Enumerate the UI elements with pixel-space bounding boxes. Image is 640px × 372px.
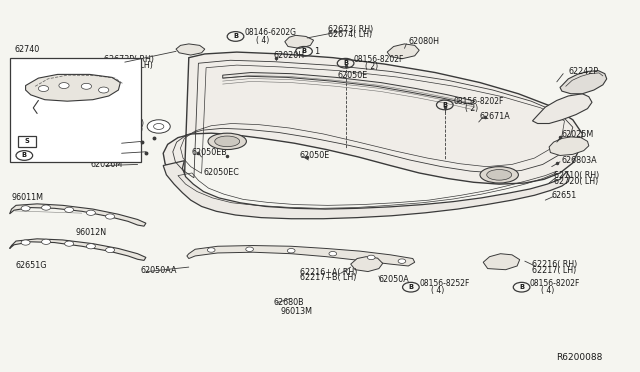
Ellipse shape [208, 133, 246, 150]
Text: 08340-5252A: 08340-5252A [37, 137, 91, 146]
Circle shape [86, 244, 95, 249]
Circle shape [42, 239, 51, 244]
Circle shape [21, 240, 30, 245]
Ellipse shape [480, 167, 518, 183]
Text: 62050AA: 62050AA [141, 266, 177, 275]
Circle shape [38, 86, 49, 92]
Circle shape [65, 241, 74, 246]
Circle shape [287, 248, 295, 253]
Polygon shape [187, 246, 415, 266]
Circle shape [246, 247, 253, 251]
FancyBboxPatch shape [18, 136, 36, 147]
Text: 96012N: 96012N [76, 228, 107, 237]
Text: 62216+A( RH): 62216+A( RH) [300, 268, 357, 277]
Circle shape [59, 83, 69, 89]
Text: 08146-6202G: 08146-6202G [244, 28, 296, 37]
Text: 62740: 62740 [14, 45, 39, 54]
Text: 62050E: 62050E [300, 151, 330, 160]
Text: 62050E: 62050E [338, 71, 368, 80]
Text: 62080H: 62080H [408, 37, 439, 46]
Text: 62710( RH): 62710( RH) [554, 171, 599, 180]
Polygon shape [483, 254, 520, 270]
Ellipse shape [487, 170, 512, 180]
Text: 62035( LH): 62035( LH) [99, 125, 143, 134]
Text: B: B [22, 153, 27, 158]
Text: B: B [343, 60, 348, 66]
Text: 62674( LH): 62674( LH) [328, 30, 372, 39]
Text: 62217( LH): 62217( LH) [532, 266, 577, 275]
Text: 62050EC: 62050EC [204, 169, 239, 177]
Text: 1: 1 [314, 47, 319, 56]
Circle shape [86, 210, 95, 215]
Polygon shape [10, 204, 146, 226]
Text: B: B [442, 102, 447, 108]
Text: 62651: 62651 [552, 191, 577, 200]
Text: 62674P( LH): 62674P( LH) [104, 61, 152, 70]
Circle shape [21, 206, 30, 211]
Text: 08156-8252F: 08156-8252F [419, 279, 470, 288]
Text: 62651G: 62651G [16, 262, 47, 270]
Circle shape [65, 207, 74, 212]
Text: ( 2): ( 2) [465, 104, 478, 113]
Polygon shape [10, 239, 146, 260]
Text: 62050EB: 62050EB [192, 148, 228, 157]
Text: 08156-8202F: 08156-8202F [530, 279, 580, 288]
Text: R6200088: R6200088 [557, 353, 603, 362]
Polygon shape [560, 71, 607, 94]
Text: 08156-8202F: 08156-8202F [453, 97, 504, 106]
Circle shape [106, 247, 115, 253]
Text: 62673P( RH): 62673P( RH) [104, 55, 154, 64]
Circle shape [367, 255, 375, 260]
Text: 62025M: 62025M [562, 130, 594, 139]
Text: 62034( RH): 62034( RH) [99, 119, 145, 128]
Text: 62216( RH): 62216( RH) [532, 260, 578, 269]
Text: 62050A: 62050A [379, 275, 410, 284]
Text: ( 4): ( 4) [541, 286, 555, 295]
Text: S: S [24, 138, 29, 144]
Text: 62020H: 62020H [274, 51, 305, 60]
Circle shape [154, 124, 164, 129]
Text: ( 2): ( 2) [365, 62, 378, 71]
Circle shape [398, 259, 406, 263]
Text: 62680B: 62680B [274, 298, 305, 307]
Circle shape [81, 83, 92, 89]
Circle shape [42, 205, 51, 210]
Text: 62050A: 62050A [99, 138, 130, 147]
Polygon shape [351, 257, 383, 272]
Circle shape [207, 248, 215, 252]
Text: 62242P: 62242P [568, 67, 598, 76]
Text: B: B [233, 33, 238, 39]
Text: ( 4): ( 4) [431, 286, 444, 295]
Ellipse shape [215, 136, 239, 147]
Polygon shape [387, 44, 419, 59]
Polygon shape [549, 137, 589, 155]
Text: 62026M: 62026M [91, 160, 123, 169]
Polygon shape [163, 161, 570, 219]
Polygon shape [223, 73, 475, 104]
Text: 626803A: 626803A [562, 156, 598, 165]
Text: B: B [301, 48, 307, 54]
Text: 62680B: 62680B [99, 148, 130, 157]
Polygon shape [176, 44, 205, 55]
Circle shape [99, 87, 109, 93]
Text: 62217+B( LH): 62217+B( LH) [300, 273, 356, 282]
Polygon shape [285, 35, 314, 48]
Text: 62720( LH): 62720( LH) [554, 177, 598, 186]
Polygon shape [163, 52, 582, 184]
Text: 62671A: 62671A [480, 112, 511, 121]
Circle shape [147, 120, 170, 133]
Text: 08156-8202F: 08156-8202F [353, 55, 404, 64]
Text: ( 2): ( 2) [48, 142, 61, 151]
FancyBboxPatch shape [10, 58, 141, 162]
Text: 96013M: 96013M [280, 307, 312, 316]
Text: B: B [408, 284, 413, 290]
Polygon shape [532, 94, 592, 124]
Text: B: B [519, 284, 524, 290]
Text: 62673( RH): 62673( RH) [328, 25, 373, 33]
Text: 96011M: 96011M [12, 193, 44, 202]
Circle shape [106, 214, 115, 219]
Circle shape [329, 251, 337, 256]
Text: ( 4): ( 4) [256, 36, 269, 45]
Polygon shape [26, 74, 120, 101]
